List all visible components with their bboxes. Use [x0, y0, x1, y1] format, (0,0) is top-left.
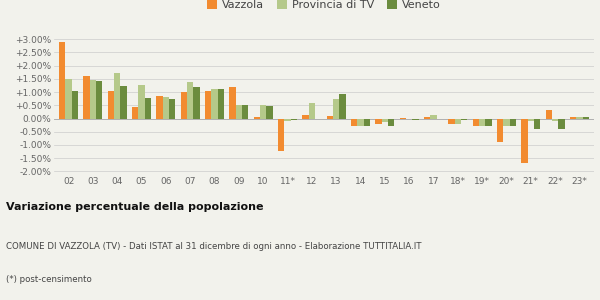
Legend: Vazzola, Provincia di TV, Veneto: Vazzola, Provincia di TV, Veneto	[203, 0, 445, 15]
Bar	[83, 76, 90, 118]
Bar	[485, 118, 491, 126]
Bar	[72, 91, 78, 118]
Text: COMUNE DI VAZZOLA (TV) - Dati ISTAT al 31 dicembre di ogni anno - Elaborazione T: COMUNE DI VAZZOLA (TV) - Dati ISTAT al 3…	[6, 242, 421, 251]
Bar	[65, 80, 72, 118]
Bar	[59, 42, 65, 118]
Bar	[193, 86, 200, 118]
Bar	[358, 118, 364, 126]
Bar	[169, 99, 175, 119]
Bar	[430, 115, 437, 119]
Bar	[121, 86, 127, 118]
Bar	[364, 118, 370, 126]
Bar	[229, 87, 236, 118]
Bar	[570, 117, 576, 119]
Bar	[534, 118, 540, 129]
Bar	[187, 82, 193, 118]
Bar	[509, 118, 516, 126]
Bar	[157, 95, 163, 119]
Bar	[284, 118, 290, 121]
Bar	[132, 106, 139, 119]
Bar	[576, 117, 583, 118]
Bar	[521, 118, 527, 163]
Bar	[139, 85, 145, 118]
Bar	[503, 118, 509, 126]
Bar	[388, 118, 394, 126]
Bar	[236, 105, 242, 119]
Bar	[424, 117, 430, 119]
Bar	[90, 80, 96, 118]
Bar	[455, 118, 461, 124]
Bar	[96, 81, 103, 118]
Bar	[545, 110, 552, 118]
Bar	[278, 118, 284, 151]
Bar	[448, 118, 455, 124]
Bar	[552, 118, 558, 121]
Bar	[181, 92, 187, 118]
Bar	[260, 105, 266, 119]
Bar	[145, 98, 151, 118]
Bar	[254, 117, 260, 118]
Bar	[527, 118, 534, 121]
Bar	[412, 118, 419, 120]
Bar	[382, 118, 388, 122]
Text: (*) post-censimento: (*) post-censimento	[6, 275, 92, 284]
Bar	[376, 118, 382, 124]
Bar	[205, 91, 211, 118]
Bar	[351, 118, 358, 126]
Bar	[211, 89, 218, 118]
Bar	[473, 118, 479, 126]
Bar	[333, 100, 340, 118]
Bar	[242, 104, 248, 118]
Bar	[302, 115, 308, 118]
Bar	[583, 117, 589, 118]
Text: Variazione percentuale della popolazione: Variazione percentuale della popolazione	[6, 202, 263, 212]
Bar	[218, 89, 224, 118]
Bar	[308, 103, 315, 118]
Bar	[114, 73, 121, 118]
Bar	[326, 116, 333, 118]
Bar	[163, 98, 169, 118]
Bar	[558, 118, 565, 129]
Bar	[290, 118, 297, 120]
Bar	[479, 118, 485, 126]
Bar	[108, 91, 114, 118]
Bar	[266, 106, 272, 118]
Bar	[461, 118, 467, 120]
Bar	[340, 94, 346, 118]
Bar	[497, 118, 503, 142]
